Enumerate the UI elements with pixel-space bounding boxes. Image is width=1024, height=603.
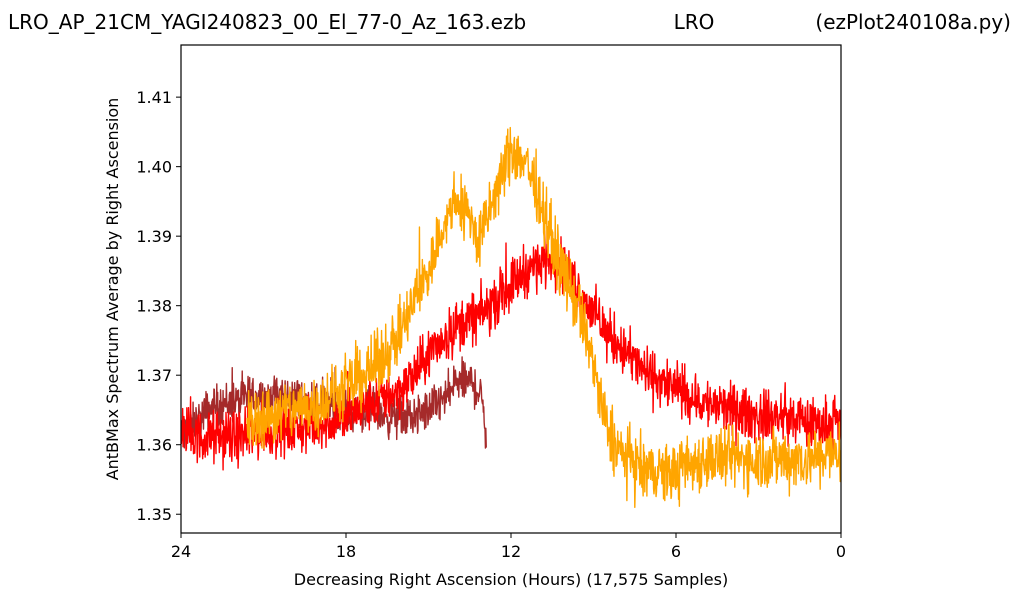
- y-axis: 1.35 1.36 1.37 1.38 1.39 1.40 1.41: [136, 88, 181, 524]
- x-axis-label: Decreasing Right Ascension (Hours) (17,5…: [294, 570, 728, 589]
- x-tick-label: 6: [671, 542, 681, 561]
- y-tick-label: 1.36: [136, 436, 172, 455]
- series-line-1: [181, 356, 487, 449]
- y-tick-label: 1.39: [136, 227, 172, 246]
- x-tick-label: 0: [836, 542, 846, 561]
- y-axis-label: AntBMax Spectrum Average by Right Ascens…: [103, 98, 122, 481]
- chart-title-left: LRO_AP_21CM_YAGI240823_00_El_77-0_Az_163…: [8, 10, 526, 34]
- x-tick-label: 12: [501, 542, 521, 561]
- x-tick-label: 24: [171, 542, 191, 561]
- y-tick-label: 1.40: [136, 158, 172, 177]
- x-axis: 24 18 12 6 0: [171, 533, 846, 561]
- series-layer: [181, 126, 841, 509]
- y-tick-label: 1.37: [136, 366, 172, 385]
- series-line-2: [181, 230, 841, 471]
- x-tick-label: 18: [336, 542, 356, 561]
- chart-title-center: LRO: [674, 10, 715, 34]
- chart-title-right: (ezPlot240108a.py): [815, 10, 1011, 34]
- series-line-3: [246, 126, 841, 509]
- y-tick-label: 1.38: [136, 297, 172, 316]
- y-tick-label: 1.35: [136, 505, 172, 524]
- y-tick-label: 1.41: [136, 88, 172, 107]
